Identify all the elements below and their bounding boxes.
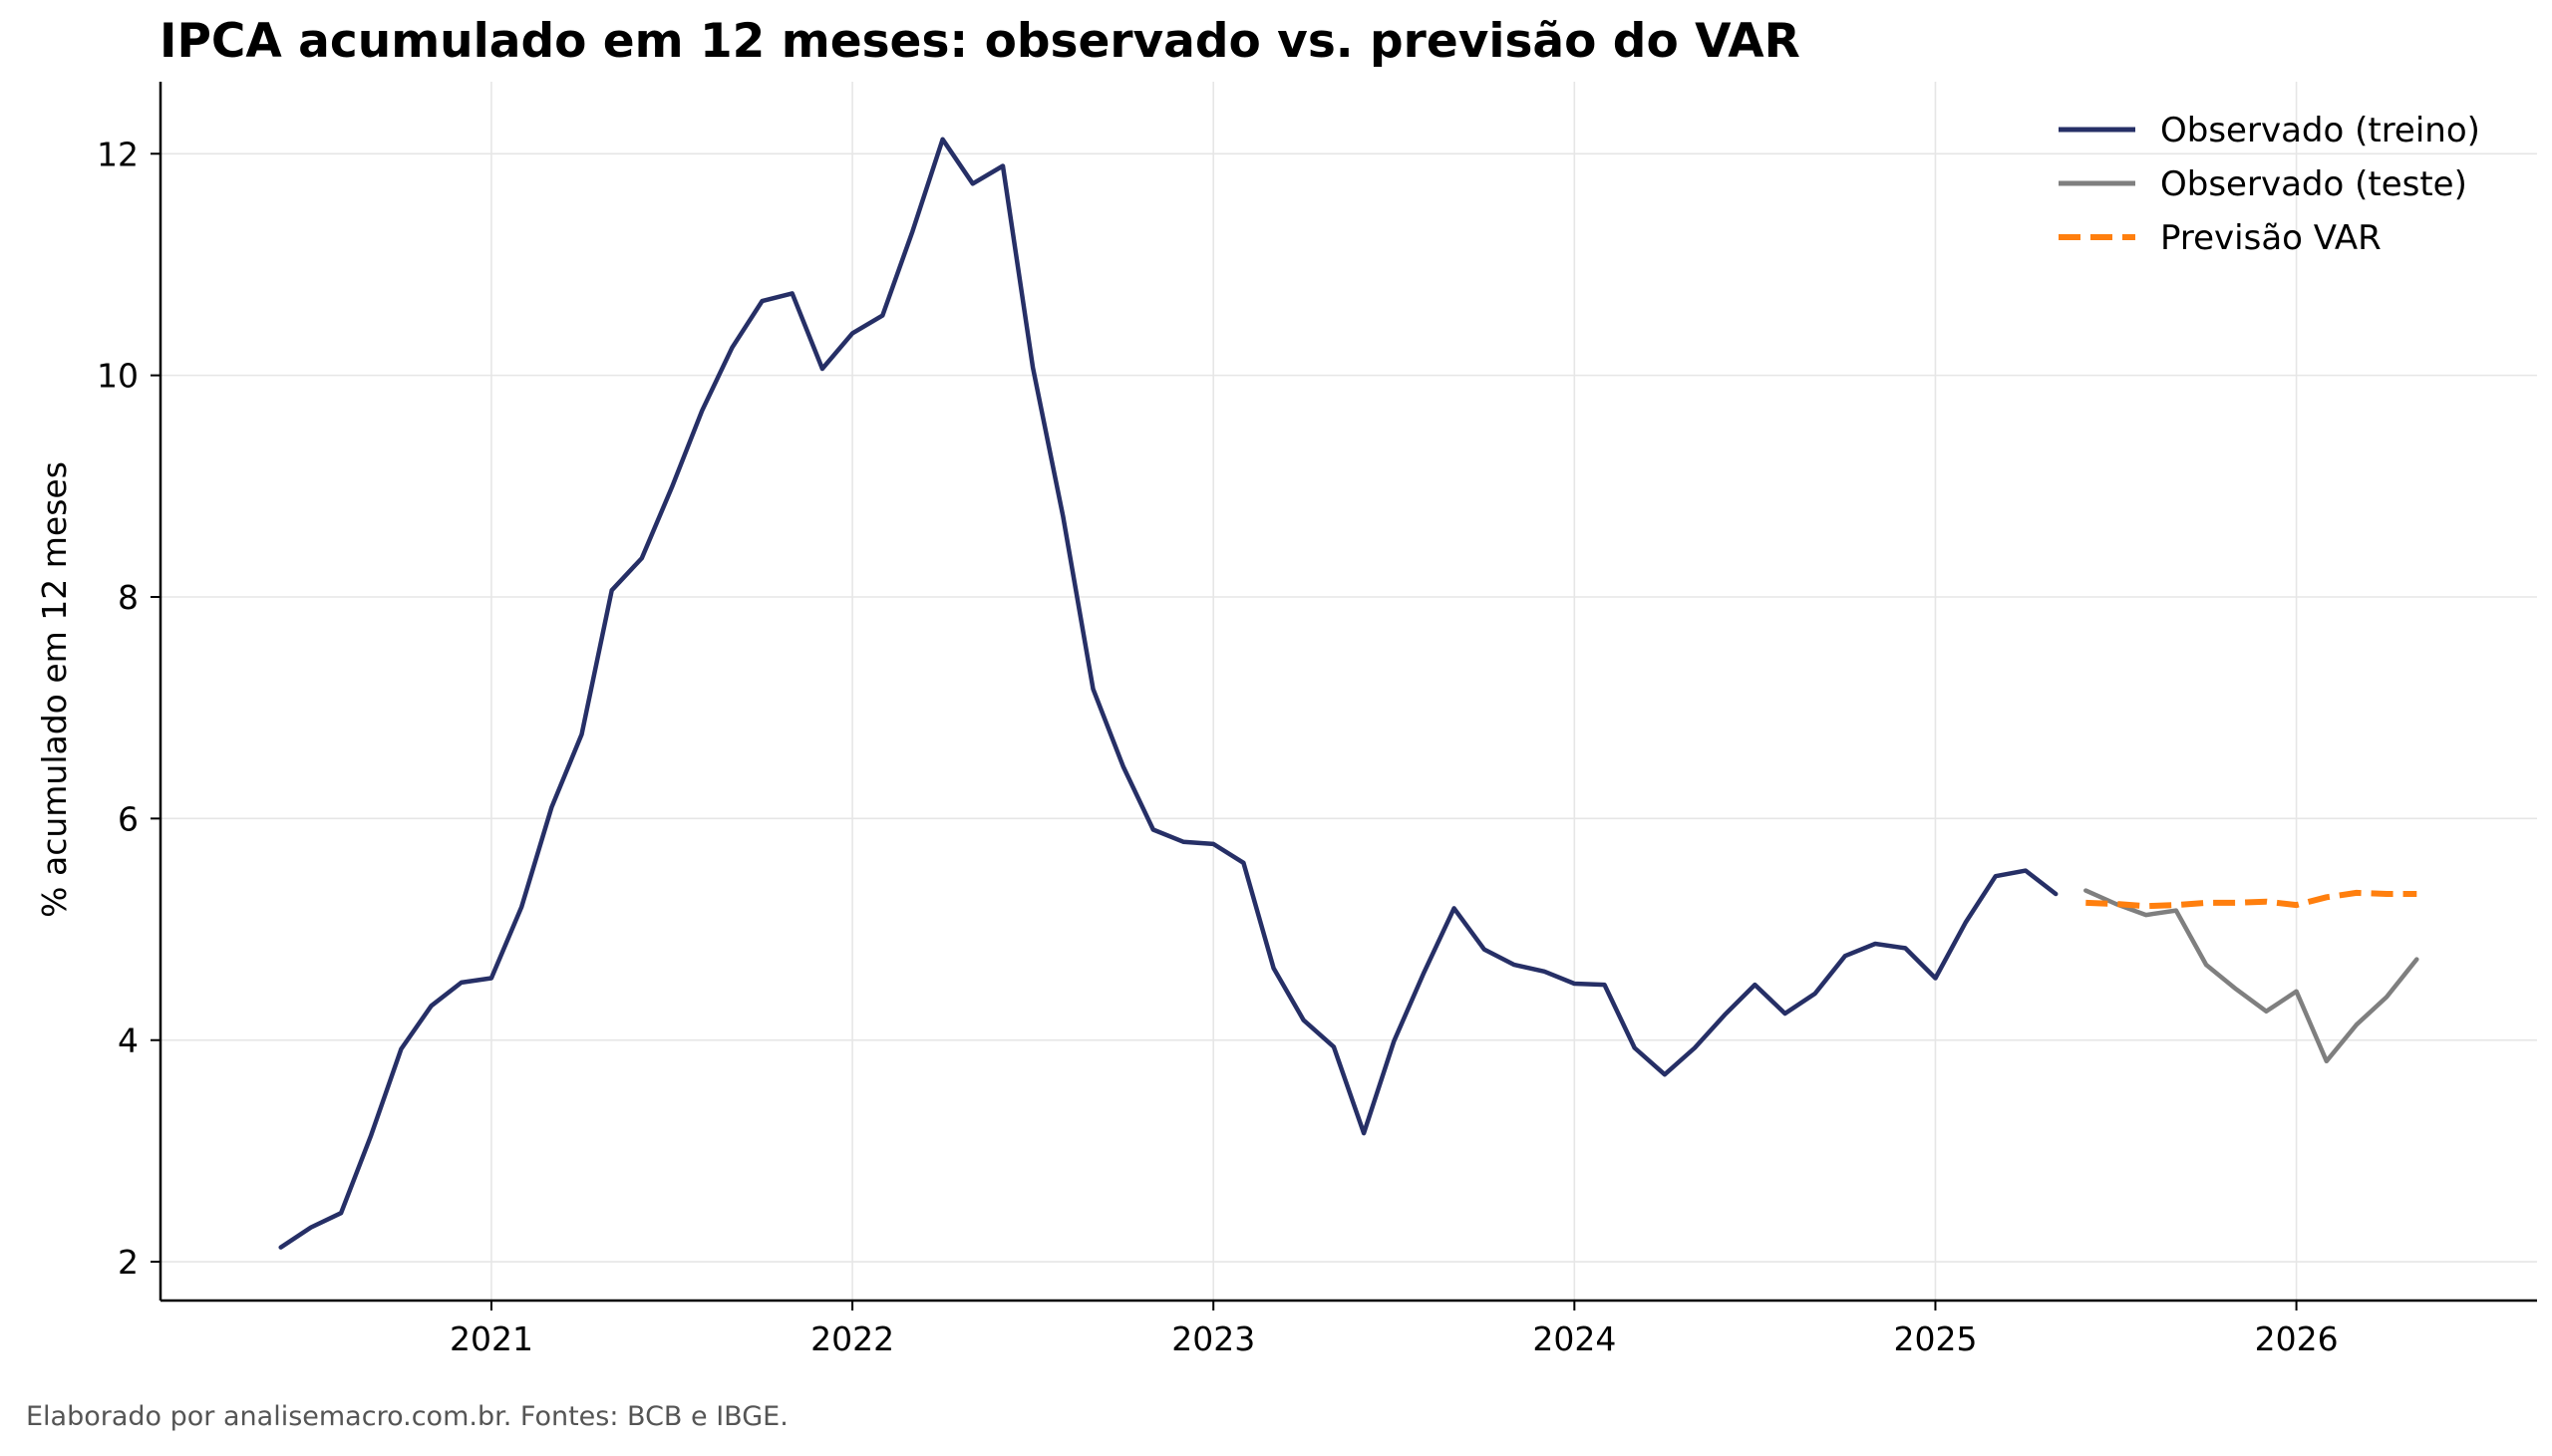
series-line-2 (2083, 888, 2419, 1064)
legend: Observado (treino) Observado (teste) Previ… (2059, 111, 2480, 258)
legend-label: Previsão VAR (2160, 218, 2382, 258)
y-tick-label: 6 (118, 799, 139, 838)
grid-lines (160, 82, 2537, 1301)
y-tick-label: 4 (118, 1021, 139, 1060)
legend-label: Observado (teste) (2160, 164, 2467, 204)
y-tick-label: 10 (97, 357, 139, 396)
x-tick-label: 2026 (2255, 1319, 2339, 1358)
x-tick-label: 2023 (1171, 1319, 1255, 1358)
y-tick-label: 2 (118, 1243, 139, 1282)
x-tick-label: 2025 (1893, 1319, 1977, 1358)
series-line-1 (278, 137, 2059, 1250)
y-tick-label: 8 (118, 578, 139, 617)
axis-ticks: 2021 2022 2023 2024 2025 2026 2 4 6 8 10 12 (97, 135, 2339, 1358)
x-tick-label: 2024 (1532, 1319, 1616, 1358)
axes (159, 82, 2537, 1303)
footer-note: Elaborado por analisemacro.com.br. Fonte… (26, 1401, 789, 1432)
y-tick-label: 12 (97, 135, 139, 173)
y-axis-label: % acumulado em 12 meses (35, 461, 74, 918)
series-line-3 (2085, 889, 2417, 910)
x-tick-label: 2021 (450, 1319, 533, 1358)
chart-title: IPCA acumulado em 12 meses: observado vs… (160, 14, 1800, 69)
series-lines (278, 137, 2419, 1250)
legend-label: Observado (treino) (2160, 111, 2480, 150)
x-tick-label: 2022 (810, 1319, 894, 1358)
